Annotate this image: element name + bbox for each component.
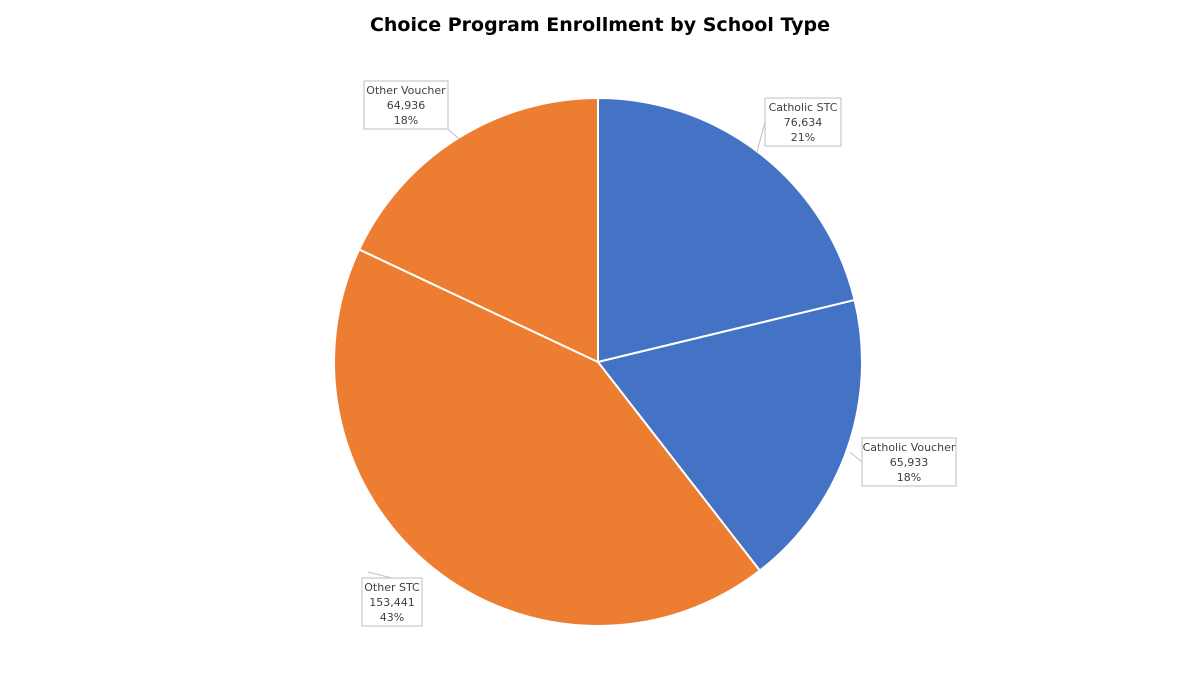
label-box bbox=[361, 577, 423, 627]
data-label-percent: 43% bbox=[380, 611, 404, 624]
data-label-category: Catholic Voucher bbox=[863, 441, 956, 454]
label-leader-line bbox=[849, 451, 863, 463]
data-label-other-voucher: Other Voucher 64,936 18% bbox=[363, 80, 460, 140]
data-label-catholic-voucher: Catholic Voucher 65,933 18% bbox=[849, 437, 957, 487]
label-box bbox=[861, 437, 957, 487]
data-label-category: Other Voucher bbox=[366, 84, 446, 97]
data-label-category: Catholic STC bbox=[769, 101, 838, 114]
data-label-value: 64,936 bbox=[387, 99, 426, 112]
data-label-percent: 18% bbox=[394, 114, 418, 127]
pie-slice-catholic-voucher bbox=[597, 299, 863, 572]
label-box bbox=[764, 97, 842, 147]
data-label-catholic-stc: Catholic STC 76,634 21% bbox=[756, 97, 842, 153]
data-label-category: Other STC bbox=[364, 581, 420, 594]
data-label-percent: 21% bbox=[791, 131, 815, 144]
pie-slices bbox=[333, 97, 863, 627]
data-label-value: 153,441 bbox=[369, 596, 415, 609]
chart-title: Choice Program Enrollment by School Type bbox=[369, 14, 831, 36]
label-leader-line bbox=[756, 121, 766, 153]
pie-slice-other-voucher bbox=[358, 97, 599, 363]
pie-slice-catholic-stc bbox=[597, 97, 856, 363]
pie-slice-other-stc bbox=[333, 248, 761, 627]
data-labels: Catholic STC 76,634 21% Catholic Voucher 65,… bbox=[361, 80, 957, 627]
label-box bbox=[363, 80, 449, 130]
data-label-percent: 18% bbox=[897, 471, 921, 484]
data-label-value: 76,634 bbox=[784, 116, 823, 129]
data-label-other-stc: Other STC 153,441 43% bbox=[361, 571, 423, 627]
data-label-value: 65,933 bbox=[890, 456, 929, 469]
label-leader-line bbox=[447, 128, 460, 140]
label-leader-line bbox=[367, 571, 393, 579]
